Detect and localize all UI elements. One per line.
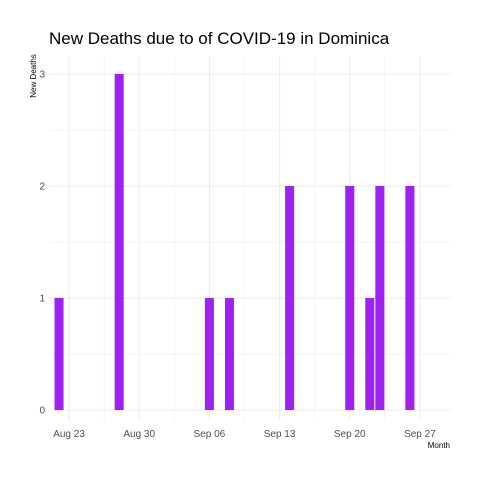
bar (345, 186, 355, 410)
bar (54, 298, 64, 410)
x-axis-label: Month (428, 441, 450, 450)
y-tick-label: 0 (39, 406, 45, 417)
y-tick-label: 2 (39, 182, 45, 193)
bar (405, 186, 415, 410)
x-tick-label: Sep 27 (404, 429, 436, 440)
bar (224, 298, 234, 410)
x-tick-label: Aug 30 (123, 429, 155, 440)
bar (114, 74, 124, 410)
x-tick-label: Sep 06 (194, 429, 226, 440)
bar (285, 186, 295, 410)
y-tick-label: 1 (39, 294, 45, 305)
y-tick-label: 3 (39, 70, 45, 81)
x-tick-labels: Aug 23 Aug 30 Sep 06 Sep 13 Sep 20 Sep 27 (53, 429, 436, 440)
y-tick-labels: 0 1 2 3 (39, 70, 45, 417)
bar (375, 186, 385, 410)
bar (365, 298, 375, 410)
x-tick-label: Sep 20 (334, 429, 366, 440)
bar (204, 298, 214, 410)
x-tick-label: Aug 23 (53, 429, 85, 440)
grid-major (49, 56, 450, 420)
bars (54, 74, 415, 410)
chart-title: New Deaths due to of COVID-19 in Dominic… (49, 29, 390, 48)
x-tick-label: Sep 13 (264, 429, 296, 440)
grid-minor (49, 56, 450, 420)
y-axis-label: New Deaths (29, 54, 38, 98)
